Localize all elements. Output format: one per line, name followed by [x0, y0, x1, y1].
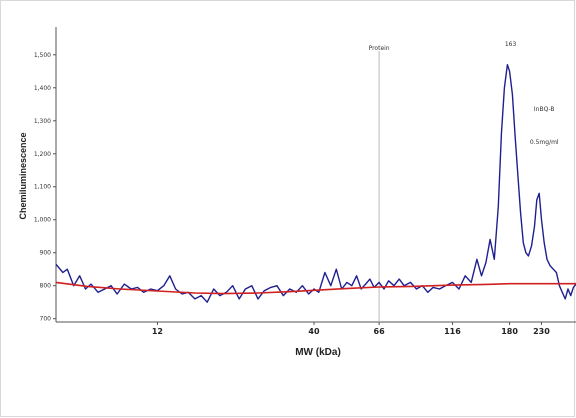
y-tick-label: 1,500 [34, 52, 51, 59]
concentration-annotation: 0.5mg/ml [530, 139, 559, 146]
x-axis-title: MW (kDa) [295, 347, 341, 358]
axes-layer [53, 27, 576, 325]
y-tick-label: 700 [40, 316, 52, 323]
sample-name-annotation: InBQ-B [534, 106, 555, 113]
labels-layer: 700 800 900 1,000 1,100 1,200 1,300 1,400 1,500 1… [34, 41, 559, 336]
y-tick-label: 1,000 [34, 217, 51, 224]
x-tick-label: 230 [533, 327, 550, 336]
baseline-line [55, 281, 576, 295]
y-tick-label: 1,100 [34, 184, 51, 191]
y-tick-label: 1,400 [34, 85, 51, 92]
x-tick-label: 66 [374, 327, 386, 336]
x-tick-label: 40 [308, 327, 320, 336]
y-tick-label: 800 [40, 283, 52, 290]
sample-signal-line [55, 64, 576, 303]
y-axis-title: Chemiluminescence [18, 132, 28, 219]
peak-annotation: 163 [505, 41, 517, 48]
series-layer [55, 64, 576, 303]
x-tick-label: 180 [501, 327, 518, 336]
y-tick-label: 1,300 [34, 118, 51, 125]
y-tick-label: 1,200 [34, 151, 51, 158]
protein-annotation: Protein [369, 45, 390, 52]
x-tick-label: 116 [444, 327, 461, 336]
x-tick-label: 12 [152, 327, 163, 336]
y-tick-label: 900 [40, 250, 52, 257]
